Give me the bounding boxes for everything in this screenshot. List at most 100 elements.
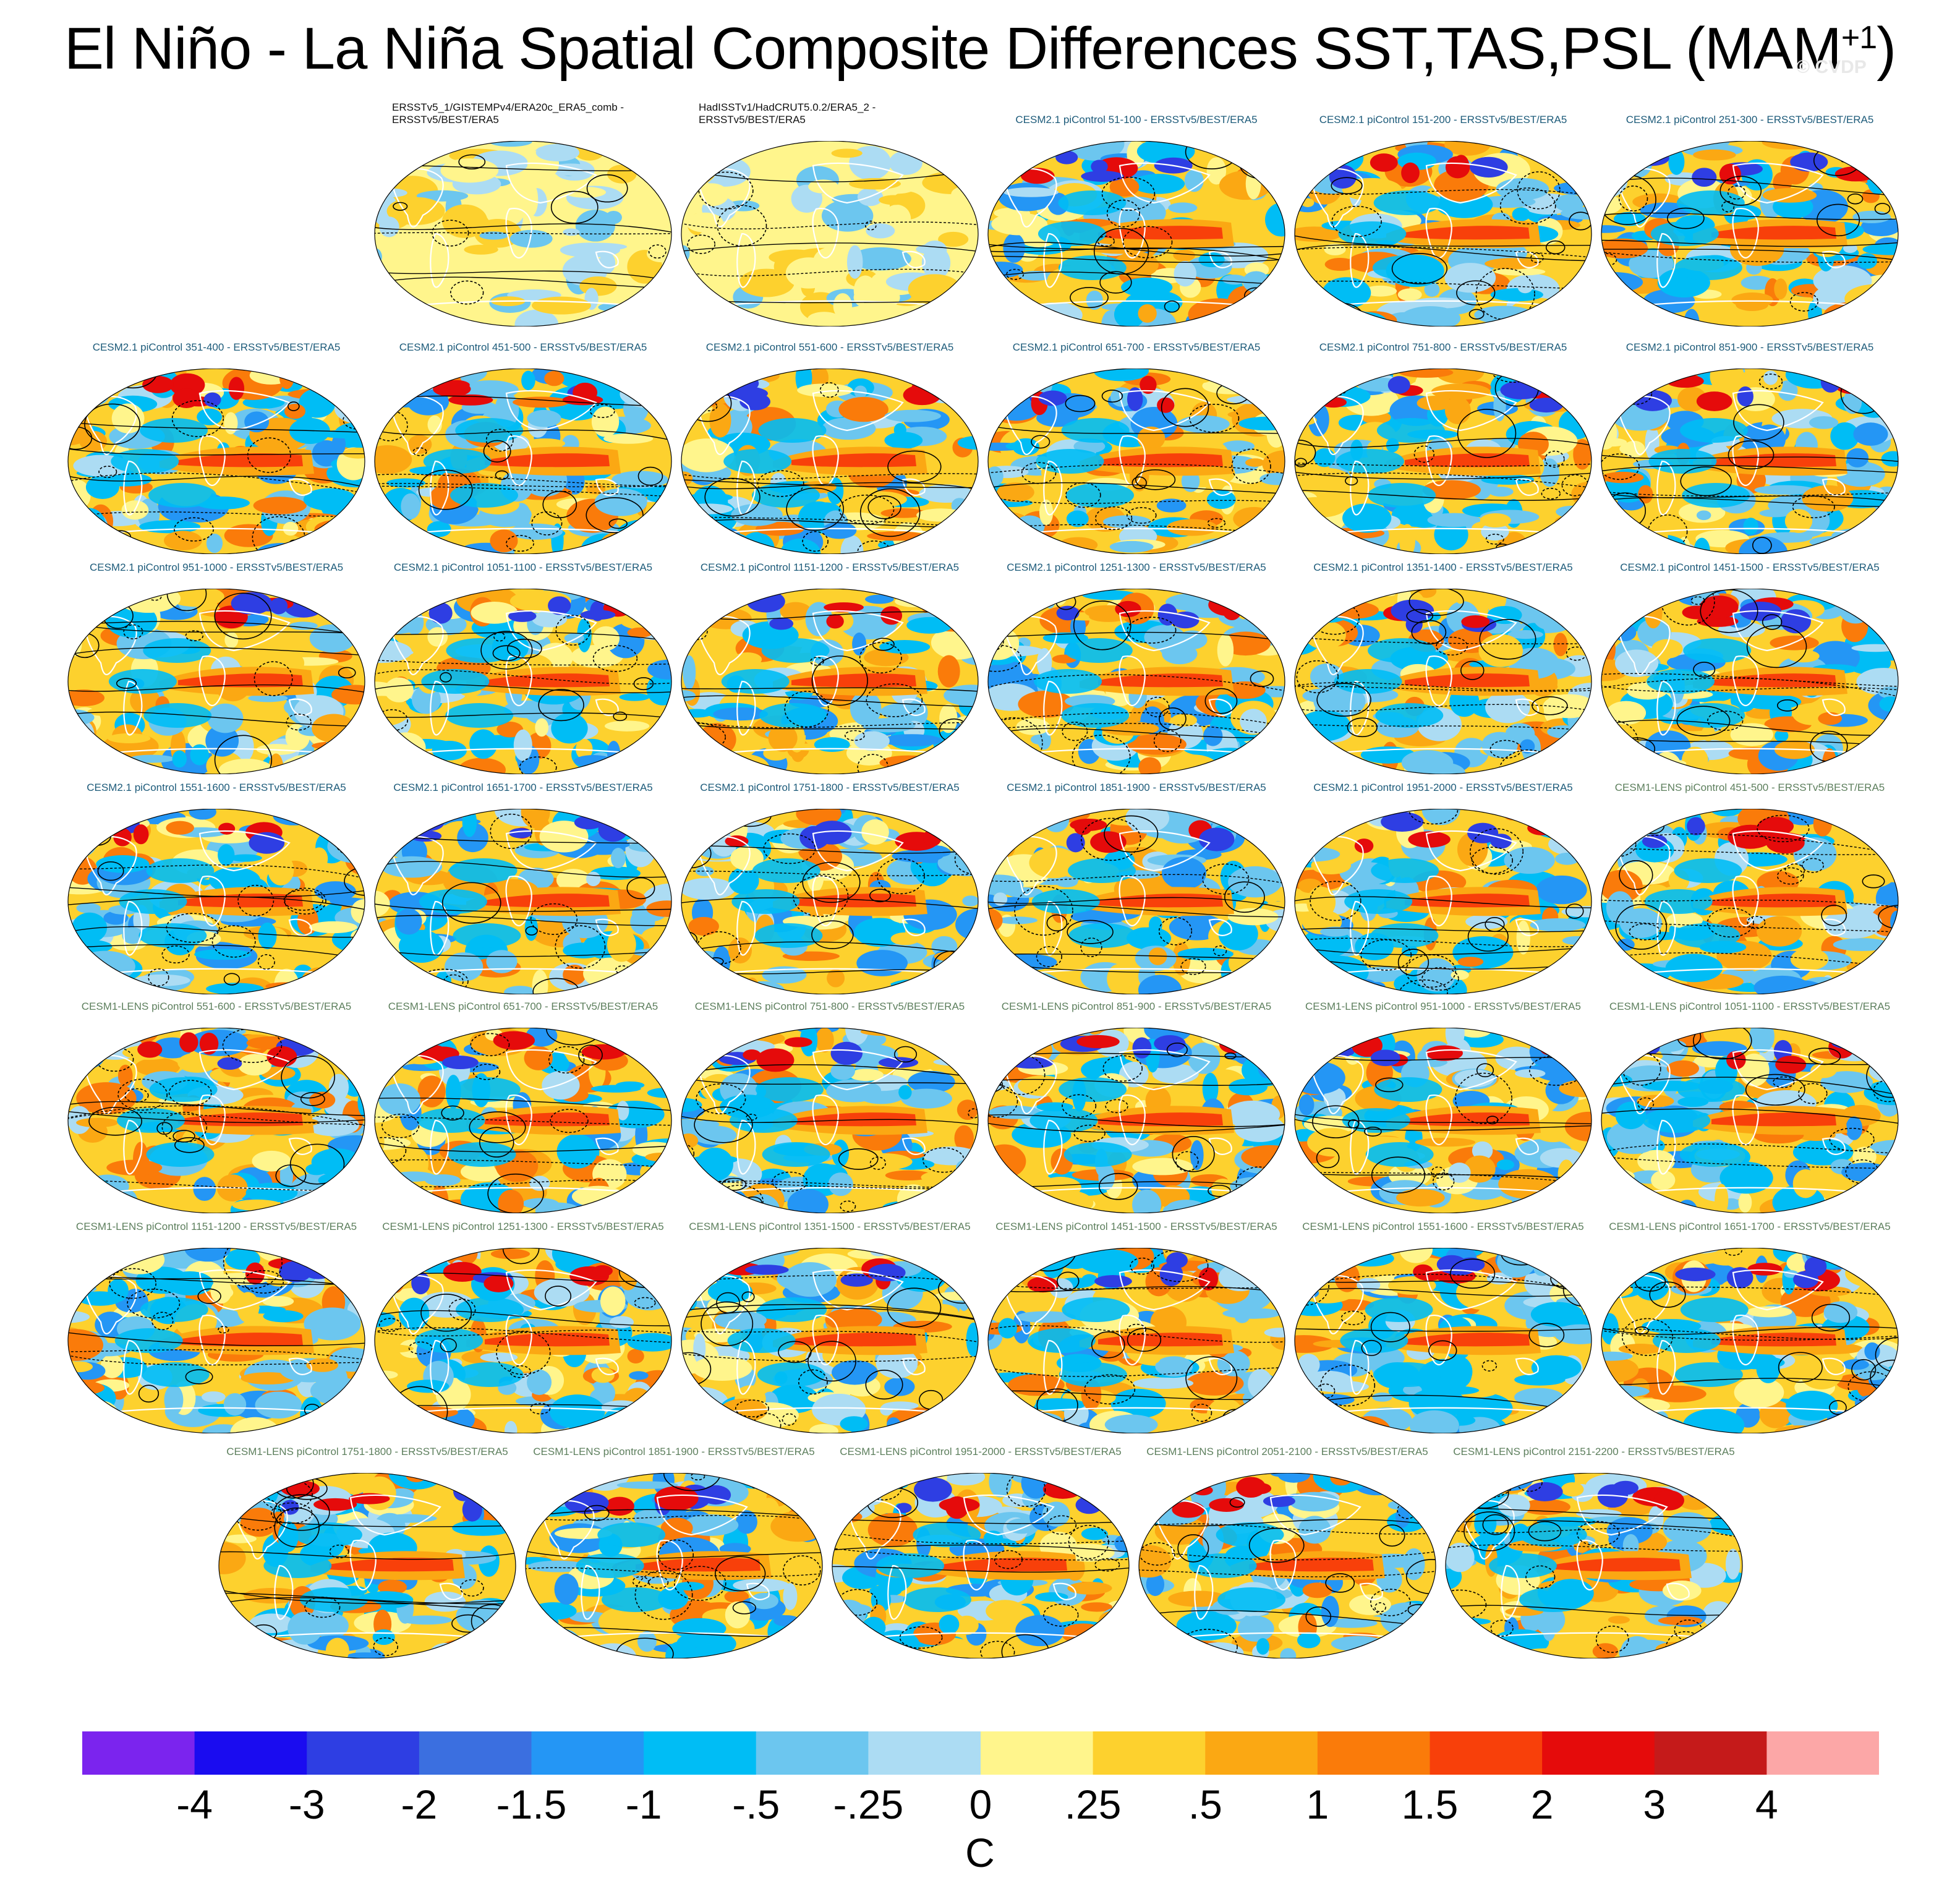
map-panel: CESM1-LENS piControl 851-900 - ERSSTv5/B… — [987, 1001, 1286, 1213]
colorbar-tick-label: -1 — [625, 1781, 662, 1827]
global-map — [374, 1248, 672, 1433]
panel-label: CESM2.1 piControl 1651-1700 - ERSSTv5/BE… — [393, 782, 653, 793]
map-panel: CESM2.1 piControl 1951-2000 - ERSSTv5/BE… — [1293, 782, 1593, 994]
colorbar-swatch — [1205, 1731, 1318, 1775]
map-panel: CESM2.1 piControl 1151-1200 - ERSSTv5/BE… — [680, 561, 979, 774]
global-map — [987, 589, 1285, 774]
panel-label: CESM2.1 piControl 951-1000 - ERSSTv5/BES… — [89, 561, 344, 573]
global-map — [987, 809, 1285, 994]
map-panel: CESM1-LENS piControl 551-600 - ERSSTv5/B… — [67, 1001, 366, 1213]
colorbar-tick-label: -.5 — [732, 1781, 780, 1827]
panel-label: CESM2.1 piControl 651-700 - ERSSTv5/BEST… — [1012, 341, 1261, 353]
panel-label: CESM1-LENS piControl 1851-1900 - ERSSTv5… — [533, 1446, 815, 1457]
map-panel: CESM1-LENS piControl 1251-1300 - ERSSTv5… — [373, 1221, 673, 1433]
colorbar-swatch — [307, 1731, 420, 1775]
panel-label: CESM1-LENS piControl 951-1000 - ERSSTv5/… — [1305, 1001, 1581, 1012]
map-panel: CESM2.1 piControl 1551-1600 - ERSSTv5/BE… — [67, 782, 366, 994]
panel-label: CESM1-LENS piControl 1551-1600 - ERSSTv5… — [1302, 1221, 1584, 1232]
map-panel: CESM2.1 piControl 1851-1900 - ERSSTv5/BE… — [987, 782, 1286, 994]
map-panel: CESM1-LENS piControl 1351-1500 - ERSSTv5… — [680, 1221, 979, 1433]
map-panel: HadISSTv1/HadCRUT5.0.2/ERA5_2 - ERSSTv5/B… — [680, 101, 979, 326]
colorbar-swatch — [756, 1731, 869, 1775]
panel-label: CESM1-LENS piControl 1151-1200 - ERSSTv5… — [75, 1221, 357, 1232]
map-panel: CESM2.1 piControl 151-200 - ERSSTv5/BEST… — [1293, 114, 1593, 326]
map-panel: CESM1-LENS piControl 951-1000 - ERSSTv5/… — [1293, 1001, 1593, 1213]
global-map — [1601, 369, 1899, 554]
global-map — [987, 1028, 1285, 1213]
panel-label: CESM2.1 piControl 1851-1900 - ERSSTv5/BE… — [1007, 782, 1266, 793]
global-map — [1601, 1028, 1899, 1213]
colorbar — [82, 1731, 1879, 1775]
panel-label: CESM1-LENS piControl 651-700 - ERSSTv5/B… — [388, 1001, 658, 1012]
panel-label: CESM1-LENS piControl 1451-1500 - ERSSTv5… — [995, 1221, 1277, 1232]
map-panel: CESM1-LENS piControl 751-800 - ERSSTv5/B… — [680, 1001, 979, 1213]
panel-label: CESM1-LENS piControl 751-800 - ERSSTv5/B… — [694, 1001, 965, 1012]
global-map — [1601, 1248, 1899, 1433]
global-map — [67, 369, 365, 554]
panel-label: CESM1-LENS piControl 451-500 - ERSSTv5/B… — [1614, 782, 1885, 793]
colorbar-swatch — [868, 1731, 981, 1775]
panel-label: CESM1-LENS piControl 1251-1300 - ERSSTv5… — [382, 1221, 664, 1232]
global-map — [374, 141, 672, 326]
global-map — [1601, 589, 1899, 774]
watermark: © CVDP — [1796, 57, 1867, 77]
panel-label: CESM2.1 piControl 1451-1500 - ERSSTv5/BE… — [1620, 561, 1880, 573]
panel-label: CESM2.1 piControl 1551-1600 - ERSSTv5/BE… — [87, 782, 346, 793]
colorbar-swatch — [531, 1731, 644, 1775]
map-panel: CESM1-LENS piControl 1851-1900 - ERSSTv5… — [524, 1446, 824, 1658]
page-title: El Niño - La Niña Spatial Composite Diff… — [64, 15, 1896, 82]
colorbar-swatch — [1317, 1731, 1430, 1775]
global-map — [681, 809, 979, 994]
panel-label: CESM1-LENS piControl 1651-1700 - ERSSTv5… — [1609, 1221, 1891, 1232]
colorbar-tick-label: 4 — [1755, 1781, 1778, 1827]
global-map — [374, 589, 672, 774]
global-map — [1294, 809, 1592, 994]
panel-label: CESM1-LENS piControl 2151-2200 - ERSSTv5… — [1453, 1446, 1735, 1457]
global-map — [67, 809, 365, 994]
global-map — [374, 809, 672, 994]
global-map — [987, 1248, 1285, 1433]
map-panel: CESM2.1 piControl 751-800 - ERSSTv5/BEST… — [1293, 341, 1593, 554]
global-map — [67, 589, 365, 774]
map-panel: CESM1-LENS piControl 1751-1800 - ERSSTv5… — [218, 1446, 517, 1658]
global-map — [67, 1028, 365, 1213]
map-panel: CESM2.1 piControl 1651-1700 - ERSSTv5/BE… — [373, 782, 673, 994]
colorbar-tick-label: 1.5 — [1401, 1781, 1459, 1827]
panel-label: CESM2.1 piControl 1151-1200 - ERSSTv5/BE… — [700, 561, 960, 573]
map-panel: ERSSTv5_1/GISTEMPv4/ERA20c_ERA5_comb - ER… — [373, 101, 673, 326]
panel-label: CESM2.1 piControl 851-900 - ERSSTv5/BEST… — [1626, 341, 1874, 353]
map-panel: CESM1-LENS piControl 1051-1100 - ERSSTv5… — [1600, 1001, 1899, 1213]
panel-label: CESM2.1 piControl 551-600 - ERSSTv5/BEST… — [705, 341, 954, 353]
global-map — [681, 141, 979, 326]
global-map — [1294, 1248, 1592, 1433]
panel-label: CESM2.1 piControl 751-800 - ERSSTv5/BEST… — [1319, 341, 1567, 353]
global-map — [1294, 141, 1592, 326]
colorbar-swatch — [1766, 1731, 1879, 1775]
panel-label: CESM2.1 piControl 351-400 - ERSSTv5/BEST… — [92, 341, 341, 353]
colorbar-tick-label: -2 — [401, 1781, 438, 1827]
panel-label: ERSSTv5_1/GISTEMPv4/ERA20c_ERA5_comb - ER… — [392, 101, 624, 126]
global-map — [1138, 1473, 1436, 1658]
global-map — [1294, 589, 1592, 774]
panel-label: CESM2.1 piControl 1751-1800 - ERSSTv5/BE… — [700, 782, 960, 793]
panel-label: CESM2.1 piControl 1351-1400 - ERSSTv5/BE… — [1313, 561, 1573, 573]
global-map — [1601, 809, 1899, 994]
global-map — [67, 1248, 365, 1433]
global-map — [681, 589, 979, 774]
map-panel: CESM1-LENS piControl 1651-1700 - ERSSTv5… — [1600, 1221, 1899, 1433]
colorbar-tick-label: -3 — [288, 1781, 325, 1827]
colorbar-swatch — [194, 1731, 307, 1775]
global-map — [987, 141, 1285, 326]
panel-label: CESM2.1 piControl 51-100 - ERSSTv5/BEST/… — [1015, 114, 1258, 126]
colorbar-tick-label: 1 — [1306, 1781, 1329, 1827]
map-panel: CESM1-LENS piControl 1451-1500 - ERSSTv5… — [987, 1221, 1286, 1433]
colorbar-tick-label: 3 — [1643, 1781, 1666, 1827]
map-panel: CESM2.1 piControl 1251-1300 - ERSSTv5/BE… — [987, 561, 1286, 774]
map-panel: CESM2.1 piControl 651-700 - ERSSTv5/BEST… — [987, 341, 1286, 554]
colorbar-swatch — [981, 1731, 1094, 1775]
map-panel: CESM2.1 piControl 1451-1500 - ERSSTv5/BE… — [1600, 561, 1899, 774]
colorbar-tick-label: .5 — [1188, 1781, 1222, 1827]
global-map — [681, 1248, 979, 1433]
map-panel: CESM1-LENS piControl 2051-2100 - ERSSTv5… — [1138, 1446, 1437, 1658]
colorbar-swatch — [644, 1731, 757, 1775]
